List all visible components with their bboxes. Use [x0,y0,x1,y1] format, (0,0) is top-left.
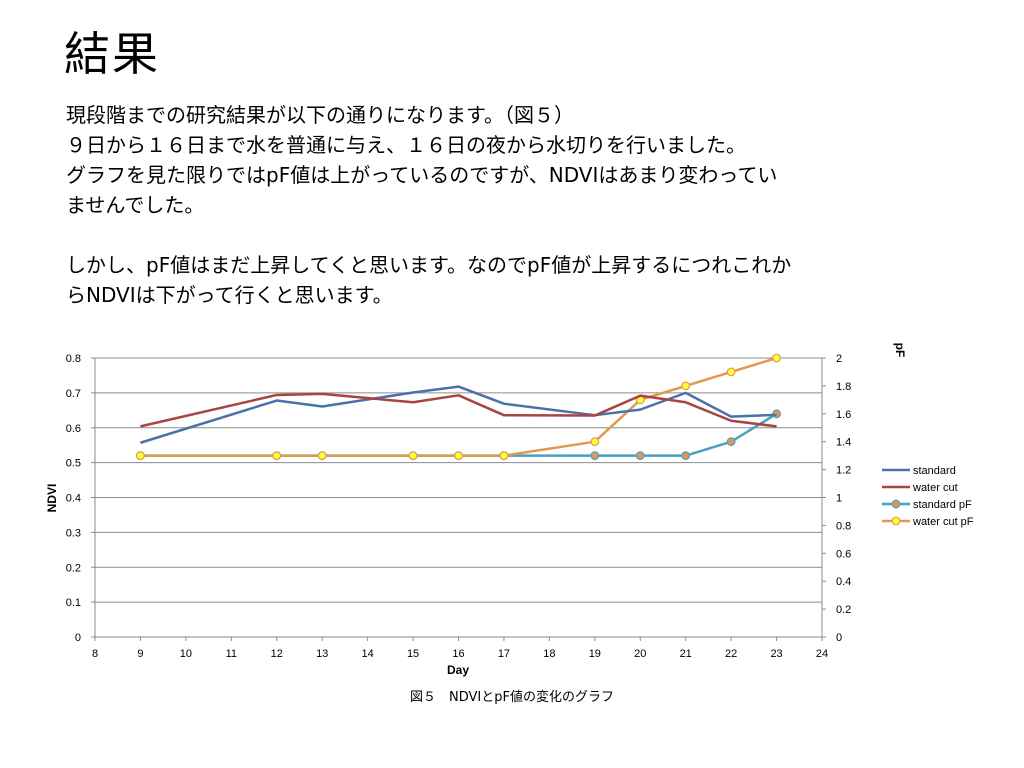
body-line: らNDVIは下がって行くと思います。 [66,283,393,307]
y2-tick-label: 1.2 [836,465,851,477]
series-line-water-cut [140,392,777,428]
legend: standard water cut standard pF water cut pF [882,465,974,528]
x-tick-label: 16 [452,648,464,660]
x-tick-label: 14 [362,648,374,660]
x-axis-label: Day [447,663,469,677]
y-tick-label: 0.6 [66,423,81,435]
body-line: しかし、pF値はまだ上昇してくと思います。なのでpF値が上昇するにつれこれか [66,253,792,277]
y2-tick-label: 2 [836,353,842,365]
y2-axis-label: pF [893,343,907,358]
x-tick-label: 10 [180,648,192,660]
data-point-water-cut-pF [272,451,282,461]
data-point-water-cut-pF [772,353,781,363]
y2-tick-label: 1.6 [836,409,851,421]
y2-tick-label: 1.8 [836,381,851,393]
series-line-standard-pF [140,412,778,457]
body-line: ９日から１６日まで水を普通に与え、１６日の夜から水切りを行いました。 [66,133,746,157]
data-point-water-cut-pF [726,367,736,377]
legend-marker-water-cut-pF [891,516,901,526]
legend-label: standard [913,465,956,477]
y-tick-label: 0.2 [66,562,81,574]
y2-tick-label: 0.8 [836,520,851,532]
data-point-water-cut-pF [408,451,418,461]
gridlines [95,357,822,638]
x-tick-label: 24 [816,648,828,660]
body-line: グラフを見た限りではpF値は上がっているのですが、NDVIはあまり変わってい [66,163,778,187]
data-point-water-cut-pF [317,451,327,461]
x-tick-label: 22 [725,648,737,660]
y2-tick-label: 0.2 [836,604,851,616]
y-tick-label: 0.3 [66,527,81,539]
x-tick-label: 17 [498,648,510,660]
x-tick-label: 8 [92,648,98,660]
y2-tick-label: 0 [836,632,842,644]
x-tick-label: 18 [543,648,555,660]
data-point-water-cut-pF [136,451,145,461]
y-tick-label: 0.7 [66,388,81,400]
x-tick-label: 20 [634,648,646,660]
y-tick-label: 0.1 [66,597,81,609]
data-point-standard-pF [635,451,645,461]
series-line-standard [140,385,777,444]
x-tick-label: 13 [316,648,328,660]
y-tick-label: 0 [75,632,81,644]
y2-tick-label: 1 [836,493,842,505]
body-text: 現段階までの研究結果が以下の通りになります。（図５） ９日から１６日まで水を普通… [66,100,946,310]
data-point-standard-pF [590,451,600,461]
x-tick-label: 23 [770,648,782,660]
x-tick-label: 19 [589,648,601,660]
y-axis-label: NDVI [45,484,59,513]
series-line-water-cut-pF [140,356,777,457]
legend-marker-standard-pF [891,499,901,509]
data-point-standard-pF [681,451,691,461]
legend-label: water cut pF [912,516,974,528]
y2-tick-label: 1.4 [836,437,851,449]
legend-label: standard pF [913,499,972,511]
data-point-water-cut-pF [499,451,509,461]
y-tick-label: 0.8 [66,353,81,365]
y-tick-label: 0.4 [66,493,81,505]
series [136,353,781,461]
y2-tick-label: 0.4 [836,576,851,588]
x-tick-label: 12 [271,648,283,660]
data-point-water-cut-pF [681,381,691,391]
y2-tick-label: 0.6 [836,548,851,560]
figure-caption: 図５ NDVIとpF値の変化のグラフ [410,690,614,705]
data-point-water-cut-pF [454,451,463,461]
legend-label: water cut [912,482,958,494]
slide-title: 結果 [64,27,160,81]
x-tick-label: 15 [407,648,419,660]
axes: 00.10.20.30.40.50.60.70.800.20.40.60.811… [66,353,852,660]
x-tick-label: 9 [137,648,143,660]
body-line: ませんでした。 [66,193,205,217]
data-point-water-cut-pF [590,437,600,447]
data-point-standard-pF [726,437,736,447]
x-tick-label: 11 [226,648,237,660]
body-line: 現段階までの研究結果が以下の通りになります。（図５） [66,103,574,127]
y-tick-label: 0.5 [66,458,81,470]
x-tick-label: 21 [680,648,692,660]
